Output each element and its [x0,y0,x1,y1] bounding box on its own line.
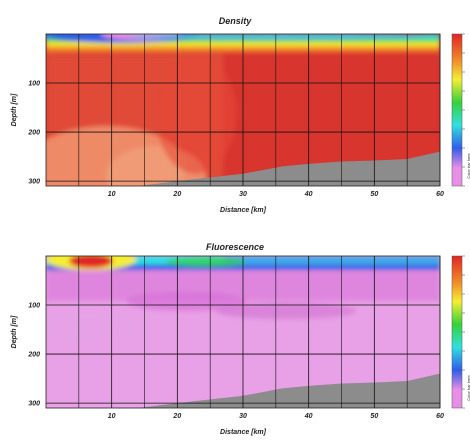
field-layer [46,34,440,186]
x-axis-label: Distance [km] [220,207,267,214]
y-tick-label: 200 [27,130,40,137]
x-tick-label: 40 [304,413,313,420]
x-tick-label: 30 [239,413,247,420]
field-patch [216,303,356,319]
x-tick-label: 40 [304,191,313,198]
x-tick-label: 10 [108,413,116,420]
y-tick-label: 300 [28,401,40,408]
y-axis-label: Depth [m] [11,93,18,126]
x-tick-label: 30 [239,191,247,198]
x-tick-label: 50 [370,191,378,198]
field-patch [126,291,246,311]
y-tick-label: 100 [28,81,40,88]
fluorescence-chart: 10 20 30 40 50 60 100 200 300 Distance [km] Depth … [11,255,470,436]
colorbar [451,255,463,409]
density-panel: Density 10 20 30 40 50 60 100 200 300 Distance [k… [0,0,470,222]
density-title: Density [218,16,252,26]
x-tick-label: 50 [370,413,378,420]
x-tick-label: 60 [436,413,444,420]
field-layer [46,256,440,408]
fluorescence-title: Fluorescence [205,242,265,252]
field-patch [156,54,236,174]
x-tick-label: 20 [172,413,181,420]
colorbar-label: Color bar here [466,374,470,400]
y-tick-label: 100 [28,303,40,310]
y-axis-label: Depth [m] [11,315,18,348]
density-chart: 10 20 30 40 50 60 100 200 300 Distance [km] Depth … [11,33,470,214]
field-patch [46,312,136,340]
colorbar-label: Color bar here [466,152,470,178]
y-tick-label: 300 [28,179,40,186]
x-tick-label: 60 [436,191,444,198]
colorbar [451,33,463,187]
x-tick-label: 20 [172,191,181,198]
surface-high-red [69,256,113,268]
x-axis-label: Distance [km] [220,429,267,436]
plot-frame [45,33,441,187]
surface-green-patch [166,257,246,267]
plot-frame [45,255,441,409]
fluorescence-panel: Fluorescence 10 20 30 40 50 60 100 200 300 Distan… [0,222,470,445]
y-tick-label: 200 [27,352,40,359]
x-tick-label: 10 [108,191,116,198]
